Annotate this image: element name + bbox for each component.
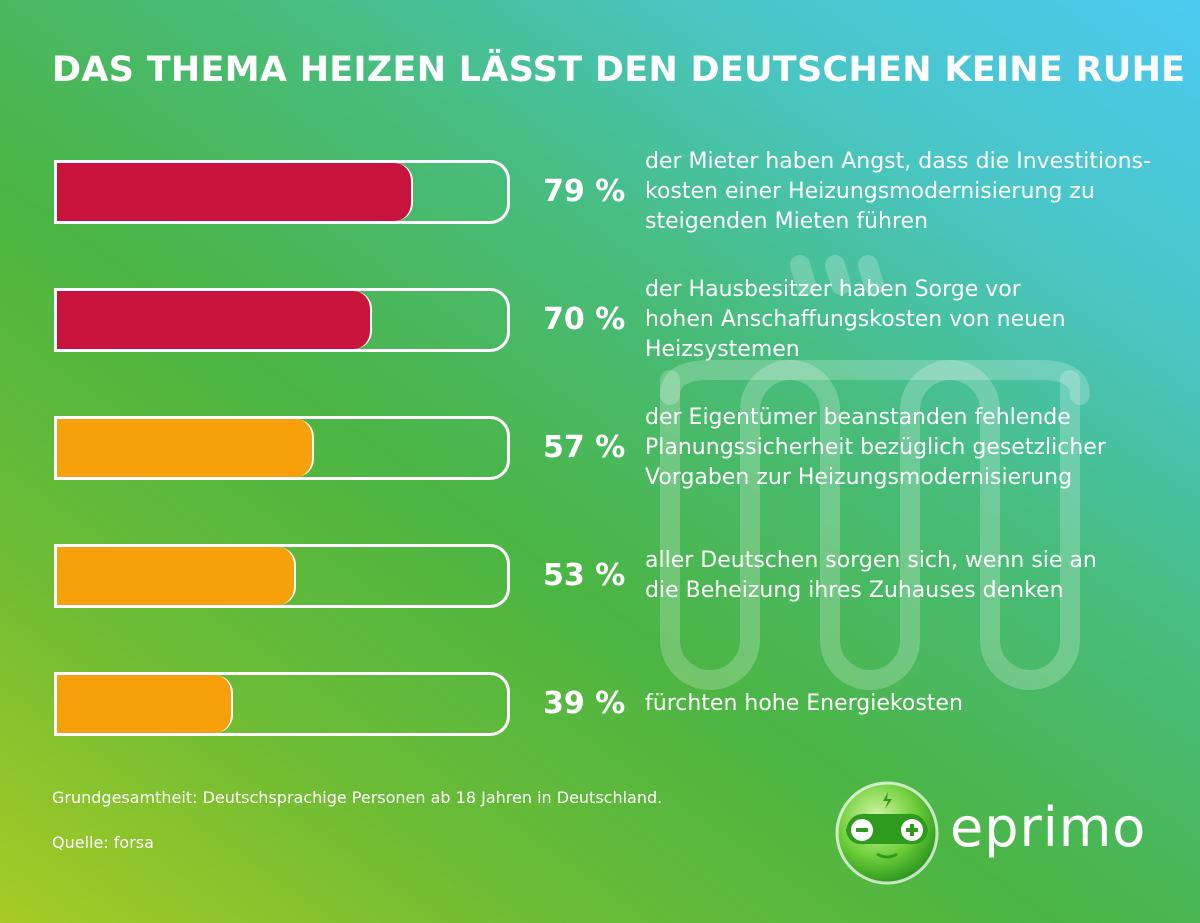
bar-fill [57, 291, 372, 349]
bar-description: fürchten hohe Energiekosten [645, 689, 1185, 719]
value-label: 39 % [543, 686, 626, 721]
value-label: 79 % [543, 174, 626, 209]
bar-fill [57, 675, 233, 733]
bar-track [54, 544, 510, 608]
description-line: der Eigentümer beanstanden fehlende [645, 405, 1071, 430]
description-line: der Mieter haben Angst, dass die Investi… [645, 149, 1151, 174]
description-line: hohen Anschaffungskosten von neuen [645, 307, 1066, 332]
description-line: Planungssicherheit bezüglich gesetzliche… [645, 435, 1106, 460]
eprimo-logo-icon [835, 781, 939, 885]
description-line: der Hausbesitzer haben Sorge vor [645, 277, 1021, 302]
base-note: Grundgesamtheit: Deutschsprachige Person… [52, 788, 663, 807]
bar-fill [57, 547, 296, 605]
bar-description: der Eigentümer beanstanden fehlende Planu… [645, 403, 1185, 493]
value-label: 53 % [543, 558, 626, 593]
bar-track [54, 672, 510, 736]
source-note: Quelle: forsa [52, 833, 154, 852]
description-line: die Beheizung ihres Zuhauses denken [645, 578, 1064, 603]
chart-title: DAS THEMA HEIZEN LÄSST DEN DEUTSCHEN KEI… [52, 50, 1186, 90]
bar-track [54, 160, 510, 224]
value-label: 57 % [543, 430, 626, 465]
bar-track [54, 416, 510, 480]
description-line: aller Deutschen sorgen sich, wenn sie an [645, 548, 1097, 573]
description-line: Heizsystemen [645, 337, 800, 362]
value-label: 70 % [543, 302, 626, 337]
description-line: fürchten hohe Energiekosten [645, 691, 963, 716]
description-line: kosten einer Heizungsmodernisierung zu [645, 179, 1095, 204]
bar-description: der Hausbesitzer haben Sorge vor hohen An… [645, 275, 1185, 365]
bar-fill [57, 163, 413, 221]
description-line: steigenden Mieten führen [645, 209, 929, 234]
logo-text: eprimo [950, 796, 1147, 859]
bar-track [54, 288, 510, 352]
bar-fill [57, 419, 314, 477]
description-line: Vorgaben zur Heizungsmodernisierung [645, 465, 1073, 490]
bar-description: der Mieter haben Angst, dass die Investi… [645, 147, 1185, 237]
bar-description: aller Deutschen sorgen sich, wenn sie an… [645, 546, 1185, 606]
